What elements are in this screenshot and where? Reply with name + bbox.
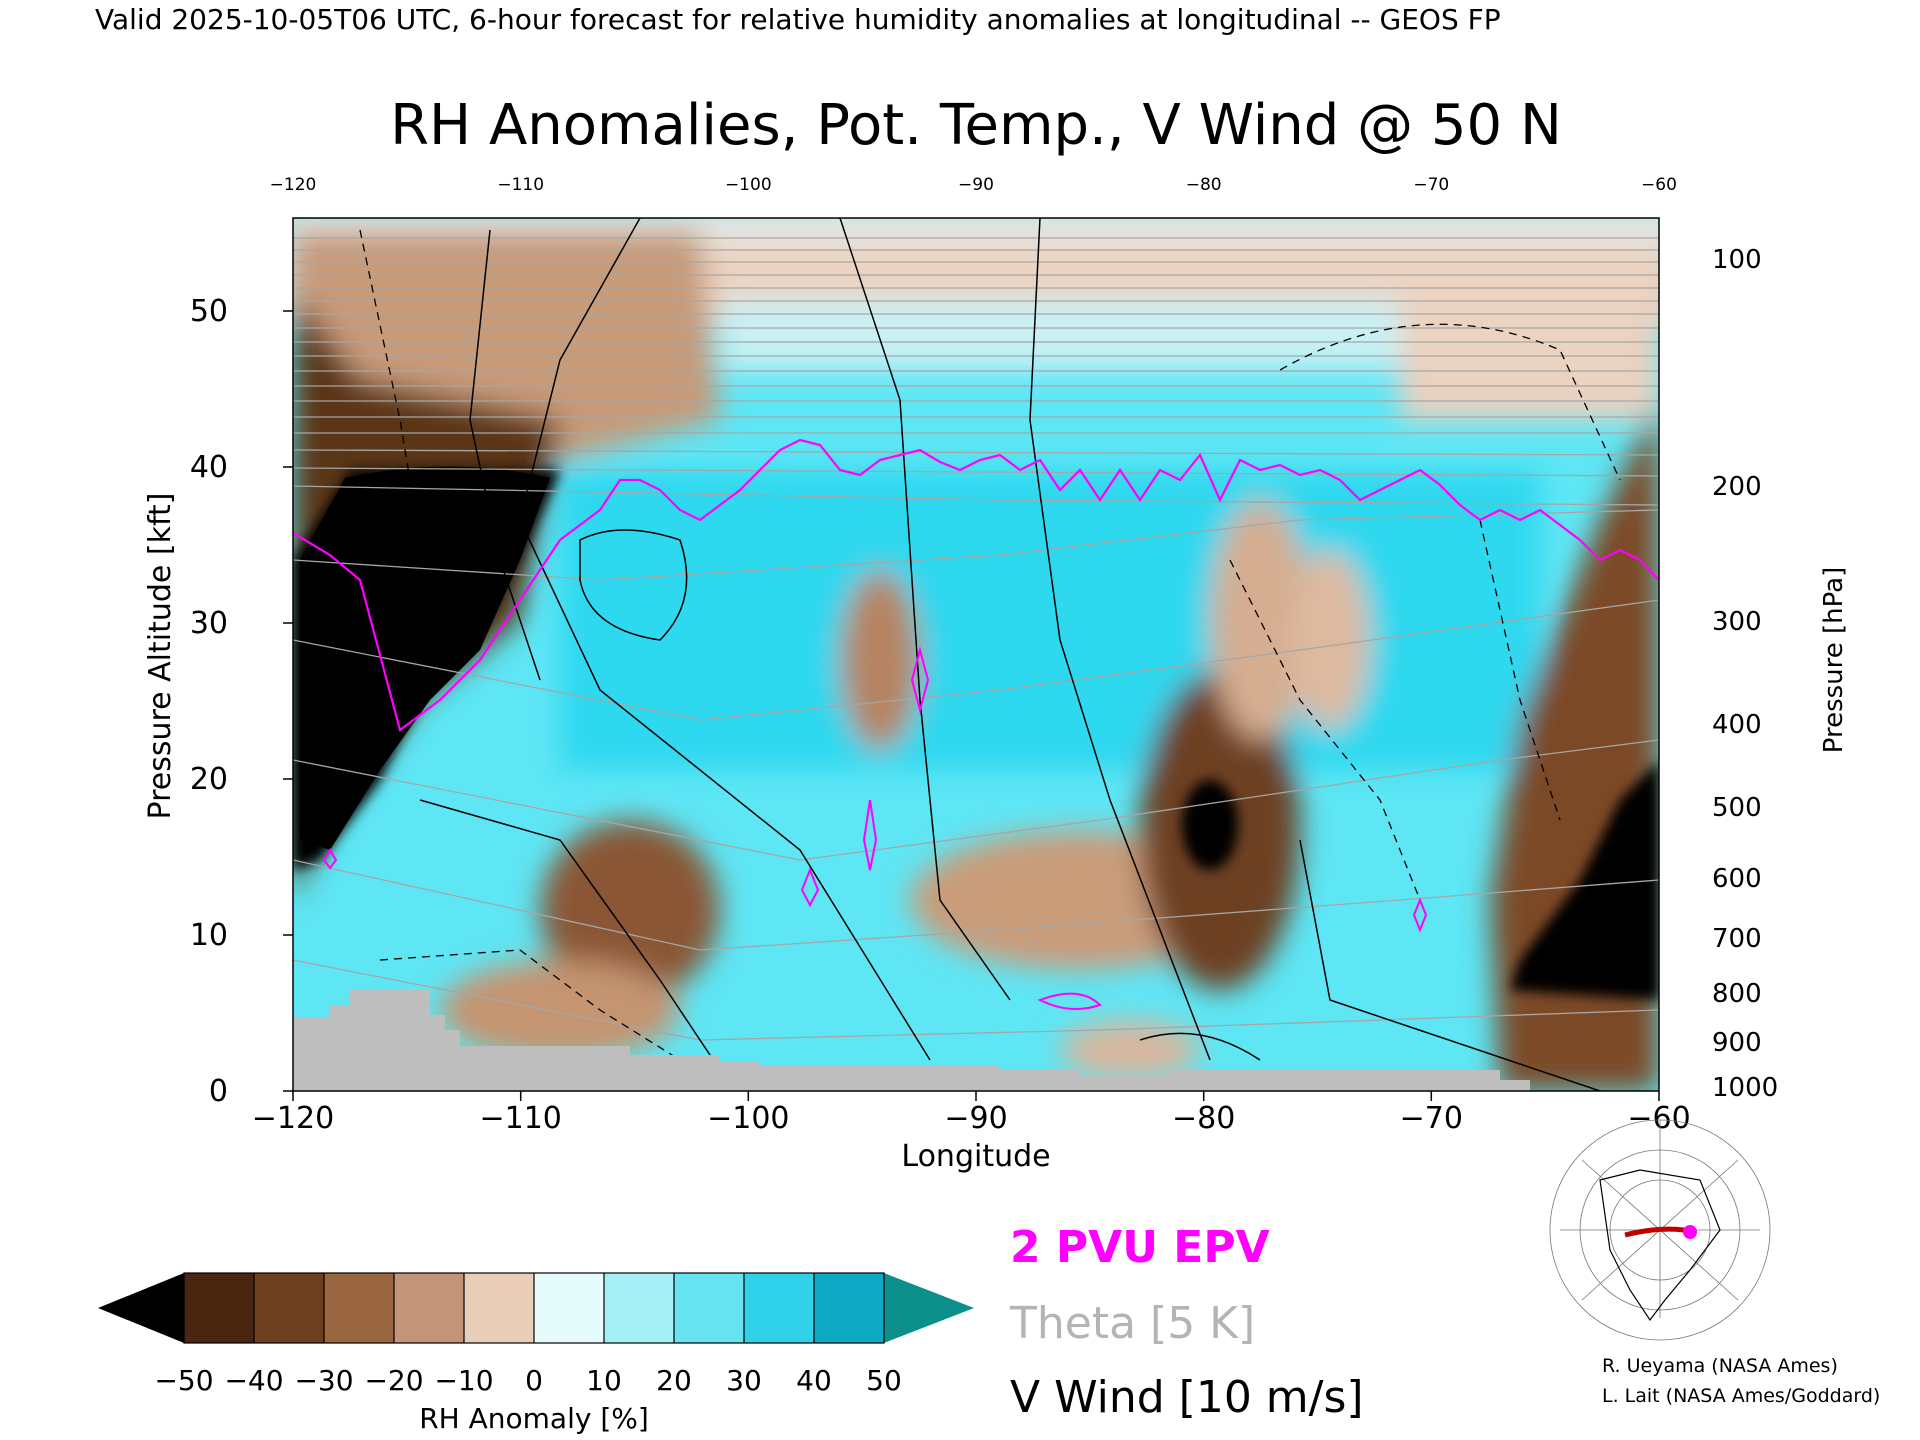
dry-extreme-central	[1182, 780, 1238, 870]
x-top-tick-label: −60	[1641, 175, 1677, 195]
epv-small-contours	[322, 646, 1428, 1010]
north-america-outline	[1599, 1169, 1721, 1322]
credit-line-1: R. Ueyama (NASA Ames)	[1602, 1355, 1838, 1377]
x-top-tick-label: −80	[1186, 175, 1222, 195]
colorbar-swatch	[604, 1273, 674, 1343]
dry-extreme-east	[1510, 760, 1659, 1000]
pressure-tick-label: 700	[1712, 924, 1762, 954]
brown-col-78	[1210, 500, 1310, 740]
x-axis-top: −120 −110 −100 −90 −80 −70 −60	[270, 175, 1677, 195]
colorbar-tick-label: −10	[434, 1364, 493, 1397]
chart-title: RH Anomalies, Pot. Temp., V Wind @ 50 N	[390, 93, 1562, 158]
line-legend: 2 PVU EPV Theta [5 K] V Wind [10 m/s]	[1009, 1222, 1364, 1423]
colorbar-tick-label: −30	[294, 1364, 353, 1397]
colorbar-tick-label: 50	[866, 1364, 902, 1397]
colorbar-swatch	[254, 1273, 324, 1343]
plot-area	[293, 218, 1659, 1091]
colorbar-swatch	[394, 1273, 464, 1343]
epv-2pvu-line	[293, 438, 1659, 732]
x-tick-label: −80	[1172, 1101, 1235, 1136]
header-text: Valid 2025-10-05T06 UTC, 6-hour forecast…	[95, 3, 1501, 36]
colorbar-high-arrow	[884, 1273, 974, 1343]
x-top-tick-label: −110	[497, 175, 544, 195]
colorbar-tick-label: −20	[364, 1364, 423, 1397]
brown-blob-95	[840, 570, 920, 750]
colorbar-tick-label: −40	[224, 1364, 283, 1397]
colorbar-swatch	[184, 1273, 254, 1343]
x-tick-label: −100	[707, 1101, 789, 1136]
pressure-tick-label: 800	[1712, 979, 1762, 1009]
colorbar-swatch	[324, 1273, 394, 1343]
brown-blob-105	[540, 820, 720, 1000]
pressure-tick-label: 1000	[1712, 1073, 1778, 1103]
colorbar-tick-label: −50	[154, 1364, 213, 1397]
vwind-negative-contours	[359, 229, 1621, 1061]
locator-map	[1549, 1119, 1771, 1341]
x-tick-label: −120	[252, 1101, 334, 1136]
upper-east-dry	[1400, 300, 1659, 420]
terrain	[293, 990, 1530, 1091]
moist-core	[560, 470, 1540, 770]
y-axis-right: 100 200 300 400 500 600 700 800 900 1000…	[1712, 245, 1849, 1103]
legend-epv: 2 PVU EPV	[1010, 1222, 1270, 1273]
pressure-tick-label: 500	[1712, 793, 1762, 823]
pressure-tick-label: 900	[1712, 1028, 1762, 1058]
legend-vwind: V Wind [10 m/s]	[1010, 1372, 1364, 1423]
x-tick-label: −70	[1400, 1101, 1463, 1136]
y-tick-label: 10	[190, 918, 228, 953]
brown-blob-low-west	[440, 960, 680, 1060]
colorbar-tick-label: 40	[796, 1364, 832, 1397]
upper-moist-patch	[720, 300, 1440, 370]
x-top-tick-label: −70	[1413, 175, 1449, 195]
colorbar-low-arrow	[98, 1273, 184, 1343]
right-axis-label: Pressure [hPa]	[1819, 567, 1849, 754]
colorbar: −50 −40 −30 −20 −10 0 10 20 30 40 50 RH …	[98, 1272, 974, 1435]
y-tick-label: 50	[190, 294, 228, 329]
vwind-contours	[419, 218, 1601, 1091]
x-tick-label: −90	[944, 1101, 1007, 1136]
colorbar-swatch	[534, 1273, 604, 1343]
x-axis-bottom: −120 −110 −100 −90 −80 −70 −60 Longitude	[252, 1091, 1691, 1174]
colorbar-tick-label: 10	[586, 1364, 622, 1397]
colorbar-swatch	[464, 1273, 534, 1343]
colorbar-tick-label: 0	[525, 1364, 543, 1397]
section-end-marker	[1683, 1225, 1697, 1239]
colorbar-swatch	[674, 1273, 744, 1343]
y-axis-left: 0 10 20 30 40 50 Pressure Altitude [kft]	[143, 294, 293, 1109]
theta-contours	[293, 237, 1659, 1041]
colorbar-swatch	[814, 1273, 884, 1343]
colorbar-swatch	[744, 1273, 814, 1343]
colorbar-tick-label: 20	[656, 1364, 692, 1397]
y-axis-label: Pressure Altitude [kft]	[143, 493, 178, 820]
pressure-tick-label: 300	[1712, 607, 1762, 637]
y-tick-label: 40	[190, 450, 228, 485]
pressure-tick-label: 400	[1712, 710, 1762, 740]
x-tick-label: −110	[479, 1101, 561, 1136]
colorbar-tick-label: 30	[726, 1364, 762, 1397]
pressure-tick-label: 100	[1712, 245, 1762, 275]
x-tick-label: −60	[1627, 1101, 1690, 1136]
x-top-tick-label: −90	[958, 175, 994, 195]
pressure-tick-label: 600	[1712, 864, 1762, 894]
x-axis-label: Longitude	[901, 1139, 1050, 1174]
pressure-tick-label: 200	[1712, 472, 1762, 502]
credit-line-2: L. Lait (NASA Ames/Goddard)	[1602, 1385, 1880, 1407]
colorbar-label: RH Anomaly [%]	[419, 1402, 649, 1435]
legend-theta: Theta [5 K]	[1009, 1298, 1255, 1349]
x-top-tick-label: −100	[725, 175, 772, 195]
x-top-tick-label: −120	[270, 175, 317, 195]
y-tick-label: 0	[209, 1074, 228, 1109]
dry-core	[300, 466, 550, 850]
y-tick-label: 30	[190, 606, 228, 641]
y-tick-label: 20	[190, 762, 228, 797]
brown-col-74	[1290, 550, 1370, 730]
